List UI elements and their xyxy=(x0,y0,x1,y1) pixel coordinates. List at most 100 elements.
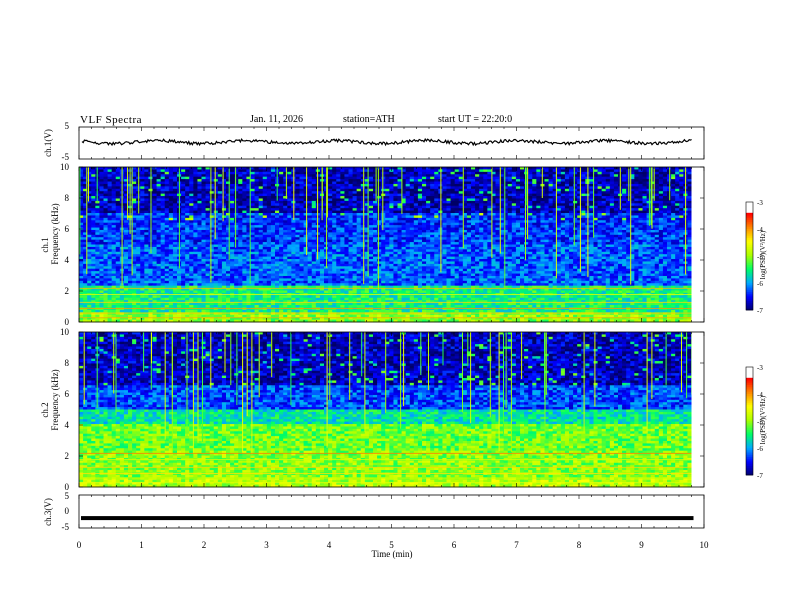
ch1-spec-cell xyxy=(573,205,578,209)
ch1-spec-cell xyxy=(532,239,537,243)
ch1-spec-cell xyxy=(458,203,464,207)
ch1-spec-cell xyxy=(140,232,145,236)
ch1-spec-cell xyxy=(348,220,353,224)
ch1-spec-cell xyxy=(185,229,190,233)
ch1-spec-cell xyxy=(548,183,554,187)
ch1-spec-cell xyxy=(593,179,598,182)
ch1-spec-cell xyxy=(189,174,194,178)
ch1-spec-cell xyxy=(613,200,619,204)
ch1-spec-cell xyxy=(430,188,435,192)
ch1-spec-cell xyxy=(532,169,537,173)
ch1-spec-cell xyxy=(601,191,607,195)
ch1-spec-cell xyxy=(164,239,170,243)
ch1-spec-cell xyxy=(658,167,664,170)
ch1-spec-cell xyxy=(377,191,382,195)
ch1-spec-cell xyxy=(491,213,496,216)
ch1-spec-cell xyxy=(577,181,582,185)
ch1-spec-cell xyxy=(197,232,202,236)
ch1-spec-cell xyxy=(221,169,227,173)
ch1-spec-cell xyxy=(262,210,268,214)
ch1-spec-cell xyxy=(654,215,660,219)
ch1-spec-cell xyxy=(221,215,227,219)
ch1-spec-cell xyxy=(430,174,435,178)
ch1-spec-cell xyxy=(560,237,566,241)
ch1-spec-cell xyxy=(511,183,517,187)
ch1-spec-cell xyxy=(328,208,333,211)
ch1-spec-cell xyxy=(201,222,206,226)
ch1-spec-cell xyxy=(79,171,84,175)
ch1-spec-cell xyxy=(132,217,137,221)
ch1-spec-cell xyxy=(332,198,337,202)
ch1-spec-cell xyxy=(193,210,198,214)
ch1-spec-cell xyxy=(393,167,398,170)
ch1-spec-cell xyxy=(168,227,174,231)
ch1-spec-cell xyxy=(475,242,480,245)
ch1-spec-cell xyxy=(675,239,680,243)
ch1-spec-cell xyxy=(328,215,333,219)
ch1-spec-cell xyxy=(140,183,145,187)
ch1-spec-cell xyxy=(401,232,407,236)
ch1-spec-cell xyxy=(352,176,358,180)
ch1-spec-cell xyxy=(413,215,419,219)
ch1-spec-cell xyxy=(442,174,447,178)
ch1-spec-cell xyxy=(442,205,447,209)
ch1-spec-cell xyxy=(185,179,190,182)
ch1-spec-cell xyxy=(152,193,157,197)
ch1-spec-cell xyxy=(413,237,419,241)
ch1-spec-cell xyxy=(209,176,215,180)
ch1-spec-cell xyxy=(515,242,521,245)
ch1-spec-cell xyxy=(377,179,382,182)
ch1-spec-cell xyxy=(507,188,513,192)
ch1-spec-cell xyxy=(503,193,509,197)
ch1-spec-cell xyxy=(605,215,611,219)
ch1-spec-cell xyxy=(332,196,337,199)
ch1-spec-cell xyxy=(422,220,427,224)
ch1-spec-cell xyxy=(266,232,272,236)
ch1-spec-cell xyxy=(262,193,268,197)
ch1-spec-cell xyxy=(123,242,129,245)
ch1-spec-cell xyxy=(262,232,268,236)
ch1-spec-cell xyxy=(462,183,468,187)
ch1-spec-cell xyxy=(221,198,227,202)
ch1-spec-cell xyxy=(487,232,492,236)
ch1-spec-cell xyxy=(160,237,166,241)
ch1-spec-cell xyxy=(389,208,394,211)
ch1-spec-cell xyxy=(197,229,202,233)
ch1-spec-cell xyxy=(679,232,684,236)
ch1-spec-cell xyxy=(667,200,672,204)
ch1-spec-cell xyxy=(503,227,509,231)
ch1-spec-cell xyxy=(279,210,284,214)
ch1-spec-cell xyxy=(209,217,215,221)
ch1-spec-cell xyxy=(626,217,631,221)
ch1-spec-cell xyxy=(332,222,337,226)
ch1-spec-cell xyxy=(634,198,639,202)
ch1-spec-cell xyxy=(303,234,309,238)
ch1-spec-cell xyxy=(344,196,349,199)
ch1-spec-cell xyxy=(217,242,223,245)
ch1-spec-cell xyxy=(601,181,607,185)
ch1-spec-cell xyxy=(613,213,619,216)
ch1-spec-cell xyxy=(279,234,284,238)
ch1-spec-cell xyxy=(675,176,680,180)
ch1-spec-cell xyxy=(311,234,317,238)
ch1-spec-cell xyxy=(446,237,451,241)
ch1-spec-cell xyxy=(511,229,517,233)
ch1-spec-cell xyxy=(254,181,260,185)
ch1-spec-cell xyxy=(258,191,264,195)
ch1-spec-cell xyxy=(671,167,676,170)
ch1-spec-cell xyxy=(140,229,145,233)
ch1-spec-cell xyxy=(83,222,88,226)
ch1-spec-cell xyxy=(373,183,378,187)
ch1-spec-cell xyxy=(479,205,484,209)
ch1-spec-cell xyxy=(234,176,239,180)
ch1-spec-cell xyxy=(528,203,533,207)
ch1-spec-cell xyxy=(238,242,243,245)
ch1-spec-cell xyxy=(103,203,108,207)
ch1-spec-cell xyxy=(426,229,431,233)
ch1-spec-cell xyxy=(205,191,211,195)
ch1-spec-cell xyxy=(352,183,358,187)
ch1-spec-cell xyxy=(160,188,166,192)
ch1-spec-cell xyxy=(491,237,496,241)
ch1-spec-cell xyxy=(385,174,390,178)
ch1-spec-cell xyxy=(299,213,304,216)
